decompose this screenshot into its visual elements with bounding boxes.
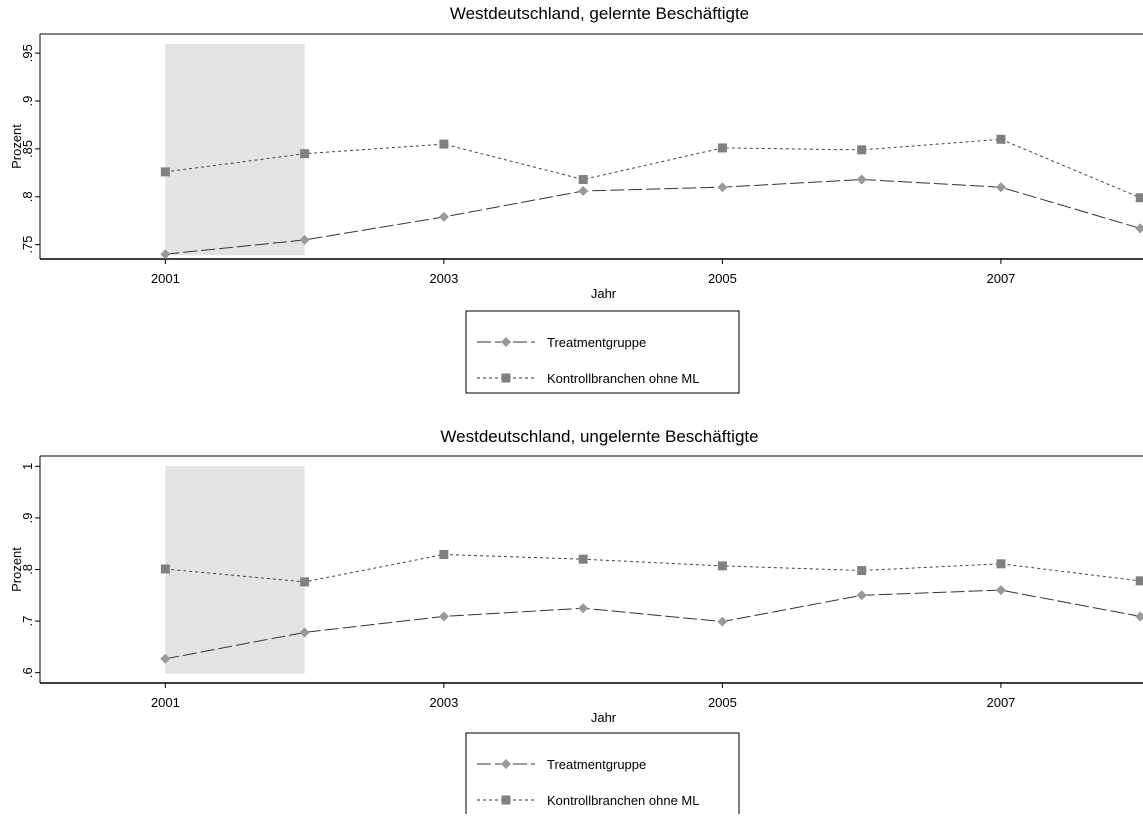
data-point-treatment bbox=[856, 174, 867, 185]
x-tick-label: 2001 bbox=[151, 271, 180, 286]
x-tick-label: 2003 bbox=[429, 695, 458, 710]
data-point-control bbox=[1135, 193, 1143, 203]
y-tick-label: .9 bbox=[20, 96, 35, 107]
data-point-treatment bbox=[160, 249, 171, 260]
x-tick-label: 2001 bbox=[151, 695, 180, 710]
data-point-treatment bbox=[438, 611, 449, 622]
y-tick-label: .85 bbox=[20, 140, 35, 158]
y-tick-label: .9 bbox=[20, 512, 35, 523]
legend-marker-square bbox=[501, 795, 511, 805]
legend-box bbox=[465, 310, 740, 394]
data-point-control bbox=[996, 559, 1006, 569]
y-tick-label: .7 bbox=[20, 616, 35, 627]
series-line-treatment bbox=[165, 178, 1141, 255]
legend-marker-square bbox=[501, 373, 511, 383]
data-point-treatment bbox=[995, 585, 1006, 596]
data-point-control bbox=[439, 139, 449, 149]
legend-marker-diamond bbox=[501, 337, 511, 347]
x-tick-label: 2003 bbox=[429, 271, 458, 286]
series-line-treatment bbox=[165, 589, 1141, 660]
y-tick-label: .8 bbox=[20, 564, 35, 575]
data-point-treatment bbox=[438, 211, 449, 222]
x-tick-label: 2005 bbox=[708, 695, 737, 710]
y-tick-label: .6 bbox=[20, 667, 35, 678]
legend-label: Treatmentgruppe bbox=[547, 757, 646, 772]
chart-panel-2: Westdeutschland, ungelernte Beschäftigte… bbox=[9, 427, 1143, 816]
y-axis-title: Prozent bbox=[9, 547, 24, 592]
data-point-control bbox=[996, 134, 1006, 144]
data-point-control bbox=[717, 561, 727, 571]
y-tick-label: .95 bbox=[20, 44, 35, 62]
data-point-control bbox=[578, 554, 588, 564]
y-tick-label: .8 bbox=[20, 191, 35, 202]
data-point-treatment bbox=[578, 603, 589, 614]
x-tick-label: 2007 bbox=[986, 695, 1015, 710]
data-point-control bbox=[857, 566, 867, 576]
y-axis-title: Prozent bbox=[9, 124, 24, 169]
data-point-control bbox=[160, 167, 170, 177]
data-point-treatment bbox=[1135, 223, 1143, 234]
chart-title: Westdeutschland, ungelernte Beschäftigte bbox=[440, 427, 758, 446]
data-point-control bbox=[439, 550, 449, 560]
x-axis-title: Jahr bbox=[591, 710, 617, 725]
legend-label: Treatmentgruppe bbox=[547, 335, 646, 350]
data-point-treatment bbox=[299, 627, 310, 638]
data-point-treatment bbox=[717, 182, 728, 193]
legend-label: Kontrollbranchen ohne ML bbox=[547, 371, 700, 386]
y-tick-label: .75 bbox=[20, 236, 35, 254]
data-point-treatment bbox=[717, 616, 728, 627]
shaded-region bbox=[165, 466, 305, 674]
series-line-control bbox=[165, 138, 1141, 199]
data-point-treatment bbox=[995, 182, 1006, 193]
data-point-control bbox=[160, 564, 170, 574]
chart-title: Westdeutschland, gelernte Beschäftigte bbox=[450, 4, 749, 23]
data-point-treatment bbox=[1135, 611, 1143, 622]
x-tick-label: 2005 bbox=[708, 271, 737, 286]
y-tick-label: 1 bbox=[20, 463, 35, 470]
data-point-control bbox=[1135, 576, 1143, 586]
data-point-control bbox=[717, 143, 727, 153]
legend-marker-diamond bbox=[501, 759, 511, 769]
data-point-treatment bbox=[856, 590, 867, 601]
x-axis-title: Jahr bbox=[591, 286, 617, 301]
data-point-control bbox=[300, 577, 310, 587]
series-line-control bbox=[165, 553, 1141, 583]
data-point-control bbox=[300, 149, 310, 159]
legend-label: Kontrollbranchen ohne ML bbox=[547, 793, 700, 808]
chart-panel-1: Westdeutschland, gelernte Beschäftigte .7… bbox=[9, 4, 1143, 394]
data-point-treatment bbox=[160, 653, 171, 664]
x-tick-label: 2007 bbox=[986, 271, 1015, 286]
data-point-control bbox=[857, 145, 867, 155]
shaded-region bbox=[165, 44, 305, 256]
data-point-treatment bbox=[578, 186, 589, 197]
data-point-control bbox=[578, 175, 588, 185]
data-point-treatment bbox=[299, 234, 310, 245]
